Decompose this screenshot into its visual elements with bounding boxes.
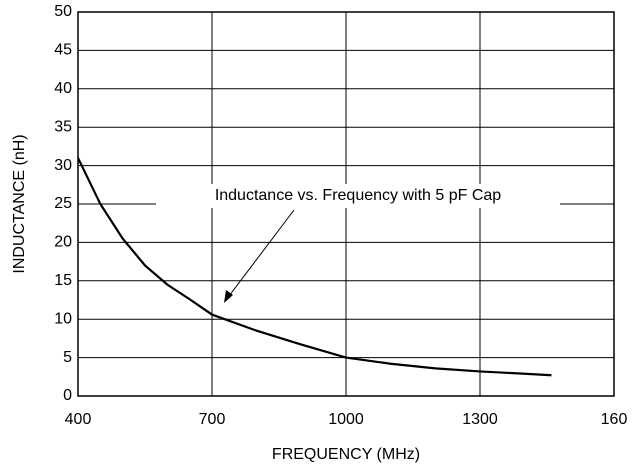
x-tick-label: 1300 bbox=[462, 411, 498, 428]
x-tick-label: 400 bbox=[65, 411, 92, 428]
x-axis-label: FREQUENCY (MHz) bbox=[272, 446, 420, 463]
y-tick-label: 45 bbox=[54, 42, 72, 59]
y-tick-label: 10 bbox=[54, 310, 72, 327]
y-tick-label: 30 bbox=[54, 157, 72, 174]
annotation-arrow bbox=[225, 209, 295, 301]
y-tick-label: 25 bbox=[54, 195, 72, 212]
plot-frame bbox=[77, 11, 615, 397]
y-tick-label: 15 bbox=[54, 272, 72, 289]
y-tick-label: 0 bbox=[63, 387, 72, 404]
y-tick-label: 5 bbox=[63, 349, 72, 366]
y-axis-label: INDUCTANCE (nH) bbox=[11, 134, 28, 273]
annotation-bg bbox=[156, 184, 560, 208]
y-tick-label: 35 bbox=[54, 118, 72, 135]
x-tick-label: 700 bbox=[199, 411, 226, 428]
x-tick-label: 1000 bbox=[328, 411, 364, 428]
y-tick-label: 40 bbox=[54, 80, 72, 97]
y-tick-label: 20 bbox=[54, 234, 72, 251]
annotation: Inductance vs. Frequency with 5 pF Cap bbox=[215, 187, 501, 204]
x-tick-label: 160 bbox=[601, 411, 628, 428]
y-tick-label: 50 bbox=[54, 3, 72, 20]
data-line bbox=[77, 157, 552, 377]
annotation-arrowhead bbox=[224, 290, 233, 303]
